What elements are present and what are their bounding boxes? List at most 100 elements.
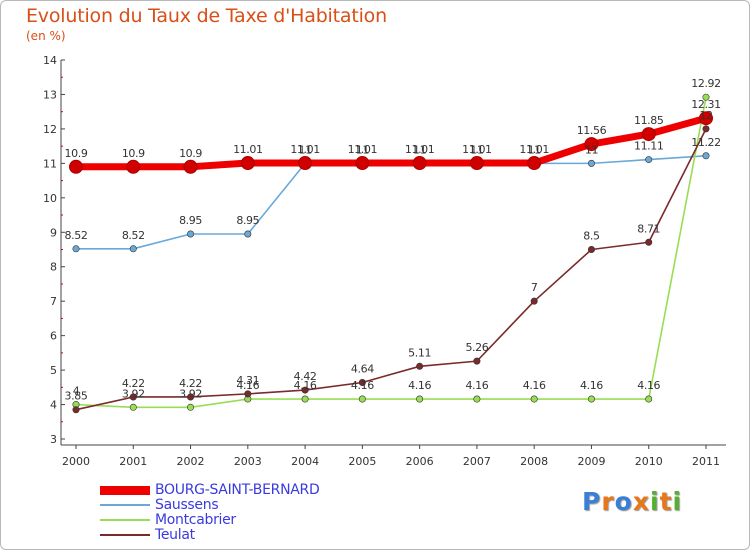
data-point xyxy=(416,362,424,370)
data-label: 8.52 xyxy=(122,229,145,242)
data-point xyxy=(527,156,542,171)
logo-letter: i xyxy=(650,487,660,516)
data-point xyxy=(187,230,195,238)
series-line xyxy=(72,114,710,171)
y-tick-label: 6 xyxy=(50,330,57,343)
data-point xyxy=(187,393,195,401)
series-bourg-saint-bernard xyxy=(69,111,713,174)
data-label: 4.16 xyxy=(351,379,374,392)
x-tick-label: 2007 xyxy=(463,455,491,468)
legend-swatch xyxy=(100,519,150,521)
logo-letter: r xyxy=(601,487,615,516)
data-label: 4.16 xyxy=(408,379,431,392)
x-tick-label: 2008 xyxy=(520,455,548,468)
data-label: 10.9 xyxy=(122,147,145,160)
data-point xyxy=(244,390,252,398)
data-point xyxy=(416,395,424,403)
data-label: 11.56 xyxy=(577,124,607,137)
x-tick-label: 2005 xyxy=(348,455,376,468)
data-label: 11 xyxy=(585,143,598,156)
data-point xyxy=(244,230,252,238)
data-label: 11.85 xyxy=(634,114,664,127)
data-point xyxy=(702,125,710,133)
data-label: 4.16 xyxy=(294,379,317,392)
data-point xyxy=(183,159,198,174)
data-point xyxy=(587,395,595,403)
data-label: 11 xyxy=(528,143,541,156)
legend-label: BOURG-SAINT-BERNARD xyxy=(155,482,320,498)
series-montcabrier xyxy=(72,93,710,411)
y-tick-label: 14 xyxy=(43,54,57,67)
logo-letter: o xyxy=(614,487,633,516)
data-label: 12.92 xyxy=(691,77,721,90)
data-point xyxy=(469,156,484,171)
data-label: 8.95 xyxy=(179,214,202,227)
data-label: 5.26 xyxy=(465,341,488,354)
data-label: 10.9 xyxy=(65,147,88,160)
data-point xyxy=(645,238,653,246)
y-tick-label: 5 xyxy=(50,364,57,377)
data-point xyxy=(72,245,80,253)
chart-title: Evolution du Taux de Taxe d'Habitation xyxy=(26,5,387,27)
legend-label: Teulat xyxy=(155,527,195,543)
legend-label: Saussens xyxy=(155,497,219,513)
data-label: 12.31 xyxy=(691,98,721,111)
y-tick-label: 13 xyxy=(43,88,57,101)
data-label: 4.22 xyxy=(122,377,145,390)
x-tick-label: 2009 xyxy=(577,455,605,468)
data-point xyxy=(187,403,195,411)
data-point xyxy=(72,406,80,414)
x-tick-label: 2010 xyxy=(635,455,663,468)
x-tick-label: 2002 xyxy=(177,455,205,468)
data-label: 4.42 xyxy=(294,370,317,383)
data-point xyxy=(645,156,653,164)
data-point xyxy=(129,403,137,411)
data-point xyxy=(530,297,538,305)
data-point xyxy=(645,395,653,403)
logo-letter: i xyxy=(672,487,683,516)
data-label: 8.95 xyxy=(236,214,259,227)
data-label: 11 xyxy=(413,143,426,156)
x-tick-label: 2006 xyxy=(406,455,434,468)
data-point xyxy=(301,395,309,403)
series-line xyxy=(75,128,707,411)
data-label: 8.52 xyxy=(65,229,88,242)
data-label: 11.01 xyxy=(233,143,263,156)
x-tick-label: 2001 xyxy=(119,455,147,468)
data-label: 4 xyxy=(73,385,80,398)
data-point xyxy=(530,395,538,403)
y-tick-label: 8 xyxy=(50,261,57,274)
data-point xyxy=(587,246,595,254)
data-point xyxy=(240,156,255,171)
data-label: 11.22 xyxy=(691,136,721,149)
data-point xyxy=(641,127,656,142)
data-label: 12 xyxy=(699,109,712,122)
data-label: 8.5 xyxy=(583,230,600,243)
data-point xyxy=(301,386,309,394)
data-label: 4.16 xyxy=(523,379,546,392)
data-label: 3.85 xyxy=(65,390,88,403)
series-teulat xyxy=(72,125,710,414)
y-tick-label: 9 xyxy=(50,226,57,239)
data-label: 11.01 xyxy=(462,143,492,156)
data-label: 4.22 xyxy=(179,377,202,390)
data-label: 11.11 xyxy=(634,140,664,153)
x-tick-label: 2003 xyxy=(234,455,262,468)
data-point xyxy=(587,159,595,167)
data-label: 11 xyxy=(298,143,311,156)
logo-letter: x xyxy=(632,487,650,516)
data-point xyxy=(702,93,710,101)
data-label: 4.16 xyxy=(637,379,660,392)
data-point xyxy=(473,395,481,403)
data-point xyxy=(358,378,366,386)
data-label: 7 xyxy=(531,281,538,294)
y-tick-label: 3 xyxy=(50,433,57,446)
y-tick-label: 10 xyxy=(43,192,57,205)
logo-letter: t xyxy=(659,487,673,516)
series-line xyxy=(75,96,707,409)
data-label: 11.01 xyxy=(519,143,549,156)
data-label: 3.92 xyxy=(179,387,202,400)
data-point xyxy=(584,137,599,152)
